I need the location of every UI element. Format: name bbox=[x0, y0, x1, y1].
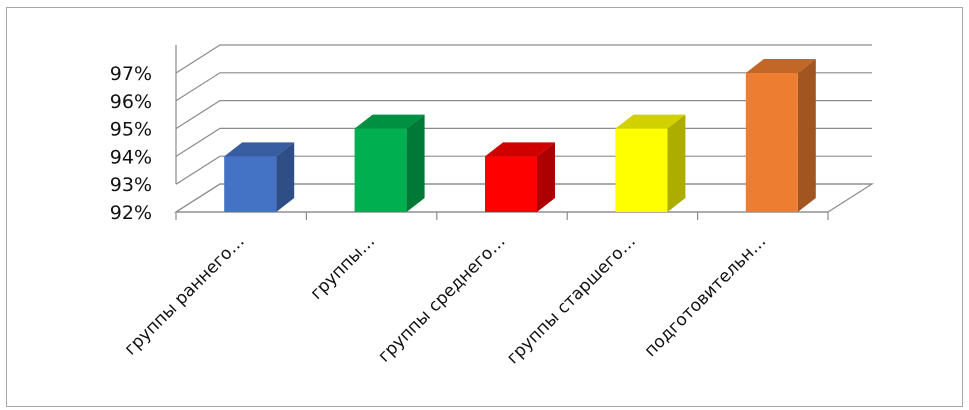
y-tick-label: 95% bbox=[110, 119, 152, 141]
bar-front bbox=[745, 73, 798, 212]
bar-top bbox=[615, 114, 686, 129]
x-category-label: группы старшего… bbox=[503, 231, 640, 368]
y-tick-label: 97% bbox=[110, 63, 152, 85]
bar-top bbox=[745, 59, 816, 73]
bar-side bbox=[406, 114, 425, 212]
bar bbox=[485, 142, 555, 212]
bar-front bbox=[615, 128, 668, 212]
bar-side bbox=[667, 114, 686, 212]
bar-side bbox=[537, 142, 555, 212]
bar-top bbox=[485, 142, 555, 157]
x-category-label: группы среднего… bbox=[374, 231, 509, 366]
bar-top bbox=[224, 142, 295, 157]
bar bbox=[354, 114, 425, 212]
y-tick-label: 92% bbox=[110, 202, 152, 224]
bar-side bbox=[797, 59, 816, 212]
x-category-label: группы раннего… bbox=[121, 231, 249, 359]
gridline bbox=[175, 99, 872, 130]
bar bbox=[745, 59, 816, 212]
bar bbox=[615, 114, 686, 212]
bar-front bbox=[224, 156, 277, 212]
bar-side bbox=[276, 142, 295, 212]
bar bbox=[224, 142, 295, 212]
gridline bbox=[175, 44, 872, 74]
y-tick-label: 93% bbox=[110, 174, 152, 196]
y-tick-label: 94% bbox=[110, 146, 152, 168]
bar-front bbox=[354, 128, 407, 212]
x-category-label: подготовительн… bbox=[641, 231, 771, 361]
x-category-label: группы… bbox=[307, 231, 379, 303]
gridline bbox=[175, 72, 872, 102]
bar-front bbox=[485, 156, 537, 212]
y-tick-label: 96% bbox=[110, 91, 152, 113]
bar-top bbox=[354, 114, 425, 129]
